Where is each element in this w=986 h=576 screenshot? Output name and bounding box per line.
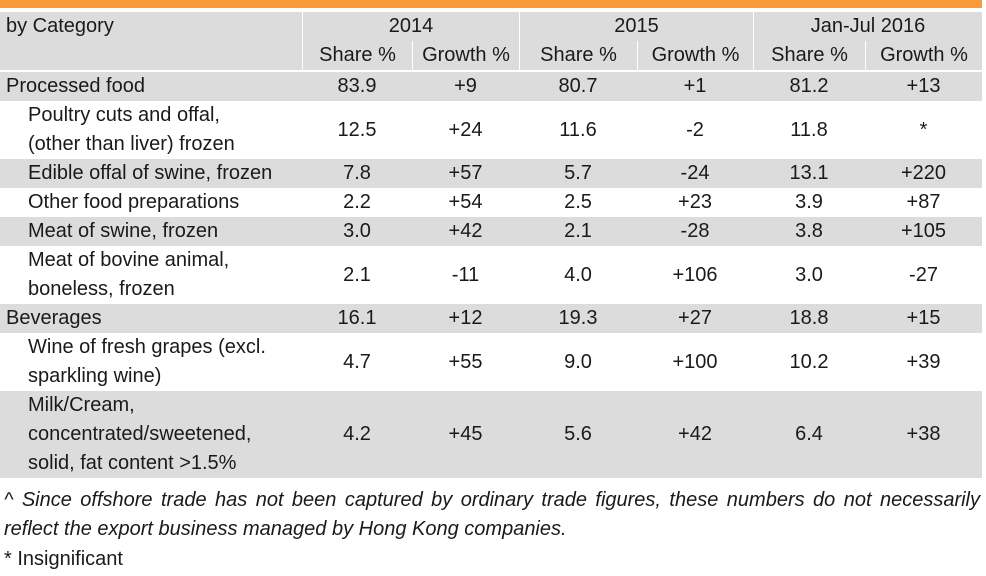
year-header-2016: Jan-Jul 2016 (753, 12, 982, 41)
subheader-growth: Growth % (637, 41, 753, 70)
cell: -24 (637, 159, 753, 188)
cell: 2.1 (519, 217, 637, 246)
cell: 4.2 (302, 391, 412, 478)
row-label: Meat of bovine animal, boneless, frozen (0, 246, 302, 304)
cell: -27 (865, 246, 982, 304)
row-label-line: (other than liver) frozen (28, 133, 235, 155)
cell: +220 (865, 159, 982, 188)
cell: +87 (865, 188, 982, 217)
cell: 13.1 (753, 159, 865, 188)
accent-bar (0, 0, 982, 8)
cell: 5.6 (519, 391, 637, 478)
cell: 18.8 (753, 304, 865, 333)
cell: +24 (412, 101, 519, 159)
table-row: Milk/Cream, concentrated/sweetened, soli… (0, 391, 982, 478)
cell: 3.0 (753, 246, 865, 304)
table-row: Other food preparations 2.2 +54 2.5 +23 … (0, 188, 982, 217)
row-label: Meat of swine, frozen (0, 217, 302, 246)
cell: 9.0 (519, 333, 637, 391)
cell: -2 (637, 101, 753, 159)
cell: +13 (865, 70, 982, 101)
cell: -28 (637, 217, 753, 246)
subheader-share: Share % (519, 41, 637, 70)
export-category-table: by Category 2014 2015 Jan-Jul 2016 Share… (0, 12, 982, 478)
cell: 5.7 (519, 159, 637, 188)
cell: 12.5 (302, 101, 412, 159)
cell: +55 (412, 333, 519, 391)
cell: 3.8 (753, 217, 865, 246)
cell: 10.2 (753, 333, 865, 391)
cell: 4.7 (302, 333, 412, 391)
subheader-growth: Growth % (865, 41, 982, 70)
cell: 19.3 (519, 304, 637, 333)
year-header-2014: 2014 (302, 12, 519, 41)
row-label-line: concentrated/sweetened, (28, 423, 252, 445)
cell: +38 (865, 391, 982, 478)
cell: +42 (412, 217, 519, 246)
cell: +54 (412, 188, 519, 217)
table-row: Processed food 83.9 +9 80.7 +1 81.2 +13 (0, 70, 982, 101)
row-label: Processed food (0, 70, 302, 101)
row-label: Beverages (0, 304, 302, 333)
blank-header-cell (0, 41, 302, 70)
cell: +105 (865, 217, 982, 246)
cell: +100 (637, 333, 753, 391)
cell: +15 (865, 304, 982, 333)
table-row: Edible offal of swine, frozen 7.8 +57 5.… (0, 159, 982, 188)
table-row: Wine of fresh grapes (excl. sparkling wi… (0, 333, 982, 391)
cell: * (865, 101, 982, 159)
category-header: by Category (0, 12, 302, 41)
table-row: Beverages 16.1 +12 19.3 +27 18.8 +15 (0, 304, 982, 333)
subheader-share: Share % (753, 41, 865, 70)
row-label-line: Wine of fresh grapes (excl. (28, 336, 266, 358)
cell: 81.2 (753, 70, 865, 101)
table-row: Meat of bovine animal, boneless, frozen … (0, 246, 982, 304)
table-row: Meat of swine, frozen 3.0 +42 2.1 -28 3.… (0, 217, 982, 246)
cell: +9 (412, 70, 519, 101)
cell: 80.7 (519, 70, 637, 101)
cell: +57 (412, 159, 519, 188)
cell: 83.9 (302, 70, 412, 101)
row-label-line: sparkling wine) (28, 365, 162, 387)
cell: 11.8 (753, 101, 865, 159)
row-label-line: Meat of bovine animal, (28, 249, 230, 271)
cell: +45 (412, 391, 519, 478)
cell: 16.1 (302, 304, 412, 333)
row-label: Wine of fresh grapes (excl. sparkling wi… (0, 333, 302, 391)
cell: 2.1 (302, 246, 412, 304)
cell: 4.0 (519, 246, 637, 304)
cell: +1 (637, 70, 753, 101)
table-row: Poultry cuts and offal, (other than live… (0, 101, 982, 159)
row-label: Edible offal of swine, frozen (0, 159, 302, 188)
row-label: Poultry cuts and offal, (other than live… (0, 101, 302, 159)
footnote-asterisk: * Insignificant (4, 548, 123, 570)
year-header-2015: 2015 (519, 12, 753, 41)
row-label-line: Milk/Cream, (28, 394, 135, 416)
cell: 3.9 (753, 188, 865, 217)
footnote-caret: ^ Since offshore trade has not been capt… (4, 489, 980, 540)
row-label: Milk/Cream, concentrated/sweetened, soli… (0, 391, 302, 478)
cell: 2.5 (519, 188, 637, 217)
cell: 3.0 (302, 217, 412, 246)
subheader-share: Share % (302, 41, 412, 70)
cell: 2.2 (302, 188, 412, 217)
cell: +27 (637, 304, 753, 333)
row-label: Other food preparations (0, 188, 302, 217)
row-label-line: boneless, frozen (28, 278, 175, 300)
cell: +12 (412, 304, 519, 333)
row-label-line: solid, fat content >1.5% (28, 452, 237, 474)
row-label-line: Poultry cuts and offal, (28, 104, 220, 126)
cell: +39 (865, 333, 982, 391)
cell: +23 (637, 188, 753, 217)
header-row-measures: Share % Growth % Share % Growth % Share … (0, 41, 982, 70)
cell: 6.4 (753, 391, 865, 478)
cell: +106 (637, 246, 753, 304)
cell: 7.8 (302, 159, 412, 188)
cell: -11 (412, 246, 519, 304)
header-row-years: by Category 2014 2015 Jan-Jul 2016 (0, 12, 982, 41)
cell: +42 (637, 391, 753, 478)
subheader-growth: Growth % (412, 41, 519, 70)
cell: 11.6 (519, 101, 637, 159)
